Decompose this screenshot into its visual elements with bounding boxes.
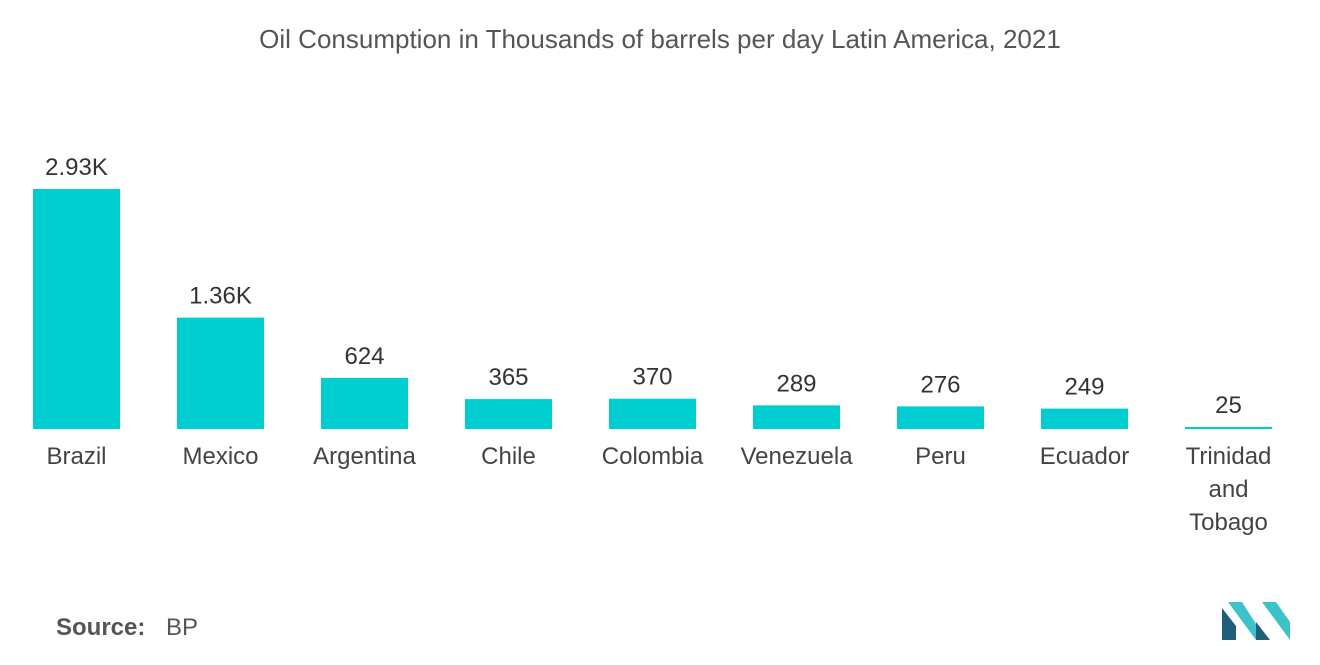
source-label: Source: (56, 614, 146, 641)
category-label: Brazil (46, 443, 106, 470)
bar-chile (465, 399, 552, 429)
bar-chart: 2.93K Brazil 1.36K Mexico 624 Argentina 365 Chi… (33, 154, 1272, 536)
category-label: Ecuador (1040, 443, 1129, 470)
mordor-intelligence-logo-icon (1222, 602, 1290, 640)
data-label: 289 (776, 370, 816, 397)
category-label: Mexico (182, 443, 258, 470)
logo-shape-right (1262, 602, 1290, 640)
category-label: Trinidad (1186, 443, 1272, 470)
bar-brazil (33, 189, 120, 429)
source-note: Source: BP (56, 614, 198, 642)
category-label: Tobago (1189, 509, 1268, 536)
logo-shape-left (1222, 608, 1236, 640)
bar-mexico (177, 317, 264, 429)
category-label: Colombia (602, 443, 704, 470)
bar-trinidad-and-tobago (1185, 426, 1272, 429)
data-label: 365 (488, 364, 528, 391)
data-label: 25 (1215, 392, 1242, 419)
logo-shape-mid-right (1256, 622, 1270, 640)
category-label: Venezuela (740, 443, 853, 470)
bar-peru (897, 406, 984, 429)
data-label: 624 (344, 343, 384, 370)
category-label: Argentina (313, 443, 416, 470)
data-label: 2.93K (45, 154, 108, 181)
bar-argentina (321, 377, 408, 429)
chart-title: Oil Consumption in Thousands of barrels … (259, 24, 1061, 54)
category-label: Chile (481, 443, 536, 470)
data-label: 276 (920, 371, 960, 398)
data-label: 249 (1064, 374, 1104, 401)
data-label: 370 (632, 364, 672, 391)
category-label: Peru (915, 443, 966, 470)
source-value: BP (166, 614, 199, 641)
data-label: 1.36K (189, 283, 252, 310)
logo-shape-mid (1228, 602, 1256, 640)
bar-venezuela (753, 405, 840, 429)
bar-colombia (609, 398, 696, 429)
category-label: and (1208, 476, 1248, 503)
bar-ecuador (1041, 408, 1128, 429)
